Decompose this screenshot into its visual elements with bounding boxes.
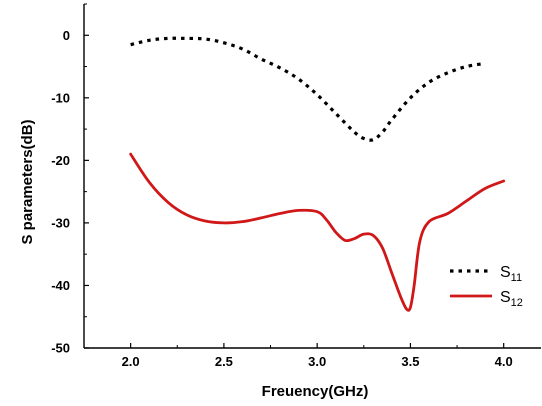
legend-label-s12: S12 <box>500 289 523 309</box>
legend-label-main: S <box>500 264 511 281</box>
y-tick-label: -40 <box>51 278 70 293</box>
series-s12-line <box>129 152 506 312</box>
legend-label-s11: S11 <box>500 264 522 284</box>
y-tick-label: -10 <box>51 90 70 105</box>
x-tick-label: 3.5 <box>401 354 419 369</box>
legend-label-main: S <box>500 289 511 306</box>
x-tick-label: 2.5 <box>215 354 233 369</box>
legend-label-subscript: 11 <box>511 272 522 284</box>
y-axis-label: S parameters(dB) <box>19 119 36 244</box>
x-tick-label: 4.0 <box>495 354 513 369</box>
series-s11-line <box>130 36 486 142</box>
y-tick-label: -50 <box>51 341 70 356</box>
y-tick-label: 0 <box>63 28 70 43</box>
y-tick-label: -20 <box>51 153 70 168</box>
tick-labels: 2.0 2.5 3.0 3.5 4.0 0 -10 -20 -30 -40 -50 <box>51 28 513 369</box>
x-tick-label: 2.0 <box>122 354 140 369</box>
series-layer <box>129 36 506 312</box>
legend-label-subscript: 12 <box>511 297 523 309</box>
y-tick-label: -30 <box>51 215 70 230</box>
x-axis-label: Freuency(GHz) <box>262 383 369 400</box>
axes <box>83 3 541 349</box>
x-tick-label: 3.0 <box>308 354 326 369</box>
